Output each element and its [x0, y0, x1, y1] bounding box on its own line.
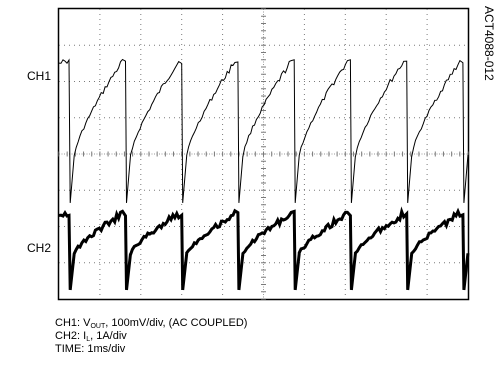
figure-id: ACT4088-012	[482, 6, 494, 81]
caption: CH1: VOUT, 100mV/div, (AC COUPLED) CH2: …	[55, 317, 247, 356]
caption-ch1-suffix: , 100mV/div, (AC COUPLED)	[105, 317, 248, 329]
ch2-trace	[58, 206, 470, 291]
ch2-label: CH2	[27, 241, 52, 255]
caption-ch2: CH2: IL, 1A/div	[55, 330, 247, 343]
caption-ch2-prefix: CH2: I	[55, 330, 87, 342]
caption-ch1-subscript: OUT	[90, 323, 106, 330]
ch1-trace	[58, 58, 469, 203]
caption-ch1-prefix: CH1: V	[55, 317, 91, 329]
caption-ch2-subscript: L	[86, 336, 91, 343]
grid	[58, 8, 469, 300]
ch1-label: CH1	[27, 69, 52, 83]
caption-time: TIME: 1ms/div	[55, 343, 126, 355]
traces	[58, 58, 470, 291]
caption-ch2-suffix: , 1A/div	[90, 330, 127, 342]
caption-ch1: CH1: VOUT, 100mV/div, (AC COUPLED)	[55, 317, 247, 330]
